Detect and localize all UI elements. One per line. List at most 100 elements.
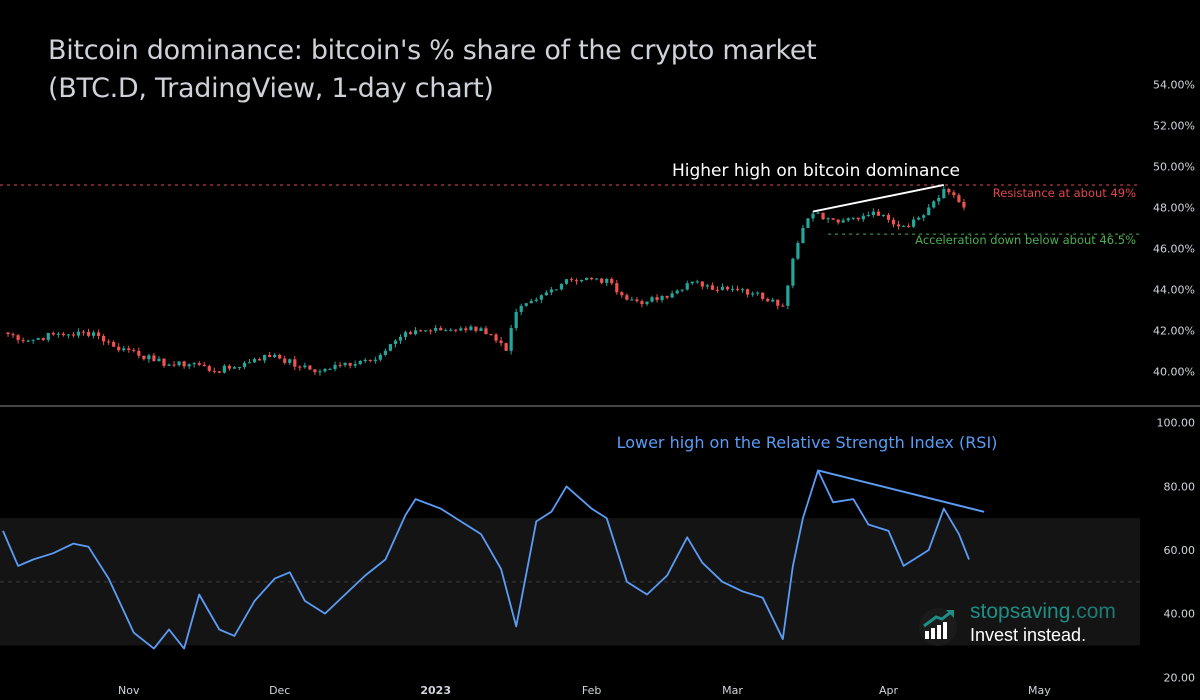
candle-body <box>408 332 413 335</box>
candle-body <box>695 281 699 283</box>
candle-body <box>705 285 709 287</box>
resistance-label: Resistance at about 49% <box>993 186 1136 200</box>
candle-body <box>670 293 674 298</box>
candle-body <box>182 361 186 367</box>
candle-body <box>937 197 941 202</box>
candle-body <box>76 331 81 336</box>
chart-title-line-2: (BTC.D, TradingView, 1-day chart) <box>48 73 494 104</box>
candle-body <box>917 217 921 220</box>
candle-body <box>398 336 403 341</box>
candle-body <box>841 220 845 223</box>
candle-body <box>846 218 850 221</box>
candle-body <box>403 332 408 337</box>
candle-body <box>51 332 55 335</box>
candle-body <box>574 280 579 282</box>
candle-body <box>891 219 896 225</box>
candle-body <box>61 333 65 336</box>
candle-body <box>635 299 639 302</box>
candle-body <box>539 295 543 300</box>
candle-body <box>816 212 820 214</box>
candle-body <box>796 243 800 259</box>
candle-body <box>509 328 513 351</box>
candle-body <box>278 354 282 359</box>
candle-body <box>444 330 448 332</box>
candle-body <box>901 225 906 227</box>
candle-body <box>424 330 428 332</box>
candle-body <box>46 332 50 340</box>
candle-body <box>257 359 262 361</box>
candle-body <box>544 292 548 296</box>
candle-body <box>132 349 136 351</box>
candle-body <box>876 211 881 216</box>
price-y-tick-label: 40.00% <box>1153 365 1195 378</box>
candle-body <box>102 336 106 342</box>
candle-body <box>232 367 237 369</box>
candle-body <box>6 332 10 335</box>
candle-body <box>821 212 825 220</box>
rsi-lower-high-trendline <box>817 469 985 513</box>
annotations-layer: Higher high on bitcoin dominance Resistan… <box>617 161 1136 513</box>
candle-body <box>519 305 523 312</box>
candle-body <box>680 289 684 291</box>
x-tick-label: May <box>1028 684 1051 697</box>
candle-body <box>464 328 468 331</box>
guide-lines-layer <box>0 184 1200 583</box>
candle-body <box>167 364 171 366</box>
candle-body <box>363 359 367 362</box>
candle-body <box>746 289 750 295</box>
price-trend-annotation: Higher high on bitcoin dominance <box>672 161 960 181</box>
candle-body <box>177 361 181 366</box>
candle-body <box>811 213 815 219</box>
candle-body <box>650 297 654 302</box>
candle-body <box>896 224 901 227</box>
candle-body <box>595 278 599 280</box>
candle-body <box>418 330 423 332</box>
candle-body <box>474 326 478 331</box>
candle-body <box>962 201 966 208</box>
candle-body <box>489 334 493 336</box>
candle-body <box>564 279 569 284</box>
candle-body <box>348 363 352 366</box>
candle-body <box>283 358 287 363</box>
rsi-y-tick-label: 100.00 <box>1157 417 1196 430</box>
candle-body <box>469 326 473 331</box>
candle-body <box>710 285 714 290</box>
candle-body <box>413 330 418 335</box>
candle-body <box>449 329 453 331</box>
candle-body <box>313 369 317 373</box>
chart-title: Bitcoin dominance: bitcoin's % share of … <box>48 32 817 108</box>
candle-body <box>630 299 634 301</box>
candle-body <box>524 303 528 306</box>
candle-body <box>645 301 649 305</box>
candle-body <box>41 338 45 340</box>
candle-body <box>293 359 297 367</box>
candle-body <box>197 363 201 365</box>
rsi-y-tick-label: 20.00 <box>1164 671 1196 684</box>
candle-body <box>907 225 911 227</box>
candle-body <box>861 215 865 220</box>
rsi-line <box>2 469 970 650</box>
candle-body <box>192 363 196 365</box>
candle-body <box>640 301 644 305</box>
price-higher-high-trendline <box>812 183 945 213</box>
candle-body <box>117 346 121 351</box>
candle-body <box>358 361 362 365</box>
chart-title-line-1: Bitcoin dominance: bitcoin's % share of … <box>48 35 817 66</box>
rsi-trend-annotation: Lower high on the Relative Strength Inde… <box>617 433 998 452</box>
candle-body <box>368 359 372 361</box>
candle-body <box>740 289 745 291</box>
candle-body <box>222 365 226 373</box>
candle-body <box>559 283 564 290</box>
candle-body <box>328 368 332 370</box>
candle-body <box>454 329 458 331</box>
candle-body <box>851 217 855 219</box>
candle-body <box>494 334 498 341</box>
candle-body <box>569 279 574 281</box>
candle-body <box>605 278 609 283</box>
candle-body <box>871 211 875 216</box>
price-y-tick-label: 44.00% <box>1153 283 1195 296</box>
candle-body <box>615 283 619 293</box>
logo-brand-suffix: .com <box>1070 600 1116 623</box>
candle-body <box>484 328 488 335</box>
